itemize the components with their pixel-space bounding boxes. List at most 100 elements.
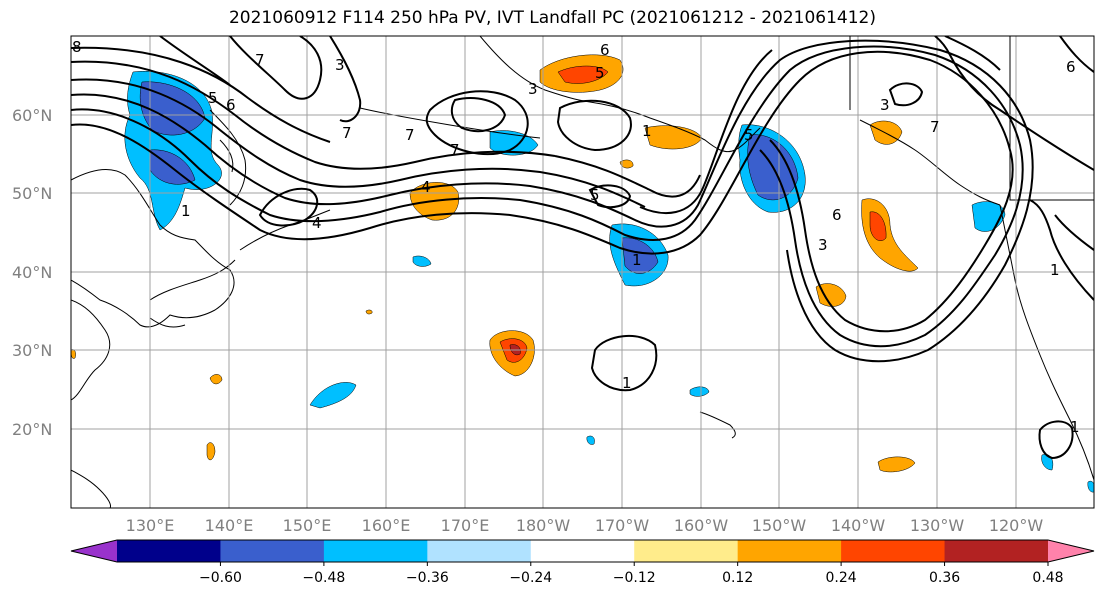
shade-red-140w bbox=[869, 211, 887, 241]
colorbar-tick-label: −0.60 bbox=[199, 570, 242, 586]
contour-upper-a bbox=[229, 36, 323, 100]
contour-label: 7 bbox=[342, 124, 352, 142]
contour-label: 1 bbox=[1070, 418, 1080, 436]
shade-orange-left bbox=[71, 349, 76, 359]
shade-darkblue-180w bbox=[621, 237, 659, 274]
contour-label: 5 bbox=[590, 186, 600, 204]
coast-hawaii bbox=[699, 411, 736, 439]
plot-frame bbox=[70, 35, 1095, 509]
coast-philippines bbox=[71, 469, 111, 508]
contour-upper-c bbox=[159, 36, 231, 86]
coast-korea bbox=[71, 299, 111, 401]
contour-8 bbox=[554, 155, 701, 198]
lat-label-50n: 50°N bbox=[12, 184, 52, 203]
coast-nw-america bbox=[999, 204, 1094, 481]
shade-blue-160w bbox=[689, 386, 710, 397]
gridlines bbox=[71, 36, 1094, 508]
colorbar-segment bbox=[323, 540, 428, 562]
contour-label: 6 bbox=[226, 96, 236, 114]
contour-loop-f bbox=[590, 334, 658, 392]
contour-2 bbox=[71, 45, 1024, 348]
colorbar-segment bbox=[427, 540, 532, 562]
contour-label: 6 bbox=[832, 206, 842, 224]
lon-label: 130°W bbox=[910, 516, 965, 535]
lon-label: 150°E bbox=[283, 516, 332, 535]
colorbar-tick-label: −0.24 bbox=[509, 570, 552, 586]
contour-label: 7 bbox=[450, 141, 460, 159]
colorbar-segment bbox=[220, 540, 325, 562]
contour-label: 4 bbox=[421, 178, 431, 196]
lon-label: 130°E bbox=[126, 516, 175, 535]
contour-label: 1 bbox=[642, 122, 652, 140]
contour-right-e bbox=[944, 36, 1001, 71]
colorbar-segment bbox=[117, 540, 221, 562]
contour-4 bbox=[71, 78, 646, 208]
colorbar-tick-label: 0.12 bbox=[722, 570, 753, 586]
colorbar-segment bbox=[944, 540, 1049, 562]
lon-label: 140°E bbox=[205, 516, 254, 535]
contour-loop-c bbox=[556, 99, 632, 152]
map-plot-area: 8 7 3 6 5 1 7 6 3 5 7 1 4 4 7 5 1 5 6 3 … bbox=[71, 36, 1094, 508]
contour-label: 3 bbox=[335, 56, 345, 74]
colorbar-tick-label: 0.24 bbox=[826, 570, 857, 586]
coast-aleutians bbox=[359, 107, 541, 139]
contour-label: 1 bbox=[622, 374, 632, 392]
pv-contours bbox=[71, 36, 1094, 460]
contour-label: 6 bbox=[600, 41, 610, 59]
shade-orange-138e bbox=[206, 442, 216, 461]
colorbar: −0.60 −0.48 −0.36 −0.24 −0.12 0.12 0.24 0.36 0.4… bbox=[70, 539, 1095, 586]
contour-1 bbox=[71, 50, 1014, 333]
contour-label: 7 bbox=[255, 51, 265, 69]
shade-orange-140w-north bbox=[869, 120, 903, 145]
contour-label: 5 bbox=[595, 64, 605, 82]
contour-label: 7 bbox=[930, 118, 940, 136]
lat-label-40n: 40°N bbox=[12, 263, 52, 282]
contour-label: 6 bbox=[1066, 58, 1076, 76]
coast-japan bbox=[149, 259, 236, 328]
lon-label: 120°W bbox=[989, 516, 1044, 535]
shade-blue-edge bbox=[1087, 480, 1094, 493]
contour-5 bbox=[71, 60, 556, 170]
coast-sakhalin bbox=[219, 139, 234, 173]
contour-label: 1 bbox=[1050, 261, 1060, 279]
shade-orange-135w bbox=[877, 456, 916, 473]
contour-right-a bbox=[934, 36, 1094, 171]
contour-label: 7 bbox=[405, 126, 415, 144]
coast-kamchatka bbox=[209, 109, 247, 206]
shade-red-bering bbox=[557, 65, 609, 84]
colorbar-segment bbox=[634, 540, 739, 562]
coast-asia bbox=[71, 169, 235, 328]
colorbar-tick-label: 0.36 bbox=[929, 570, 960, 586]
lon-labels: 130°E 140°E 150°E 160°E 170°E 180°W 170°… bbox=[126, 516, 1044, 535]
colorbar-segment bbox=[841, 540, 946, 562]
contour-right-d bbox=[1059, 36, 1094, 73]
contour-label: 5 bbox=[744, 126, 754, 144]
lon-label: 140°W bbox=[831, 516, 886, 535]
lon-label: 180°W bbox=[516, 516, 571, 535]
contour-labels: 8 7 3 6 5 1 7 6 3 5 7 1 4 4 7 5 1 5 6 3 … bbox=[72, 38, 1080, 436]
contour-6 bbox=[71, 46, 331, 143]
colorbar-tick-label: −0.12 bbox=[613, 570, 656, 586]
contour-loop-e bbox=[258, 187, 319, 227]
lon-label: 170°E bbox=[441, 516, 490, 535]
lon-label: 170°W bbox=[595, 516, 650, 535]
colorbar-tick-label: −0.48 bbox=[302, 570, 345, 586]
lat-label-20n: 20°N bbox=[12, 420, 52, 439]
contour-label: 3 bbox=[880, 96, 890, 114]
contour-label: 1 bbox=[632, 251, 642, 269]
contour-label: 5 bbox=[208, 89, 218, 107]
lon-label: 150°W bbox=[752, 516, 807, 535]
shade-blue-smallc bbox=[586, 435, 595, 445]
contour-label: 3 bbox=[528, 80, 538, 98]
colorbar-tick-label: −0.36 bbox=[406, 570, 449, 586]
colorbar-extend-low bbox=[71, 540, 117, 562]
contour-loop-a bbox=[425, 90, 529, 156]
lon-label: 160°W bbox=[674, 516, 729, 535]
contour-3 bbox=[71, 39, 1034, 363]
contour-loop-g bbox=[1038, 420, 1074, 460]
lat-label-30n: 30°N bbox=[12, 341, 52, 360]
contour-label: 4 bbox=[312, 214, 322, 232]
colorbar-segment bbox=[530, 540, 635, 562]
colorbar-outline bbox=[70, 539, 1095, 563]
